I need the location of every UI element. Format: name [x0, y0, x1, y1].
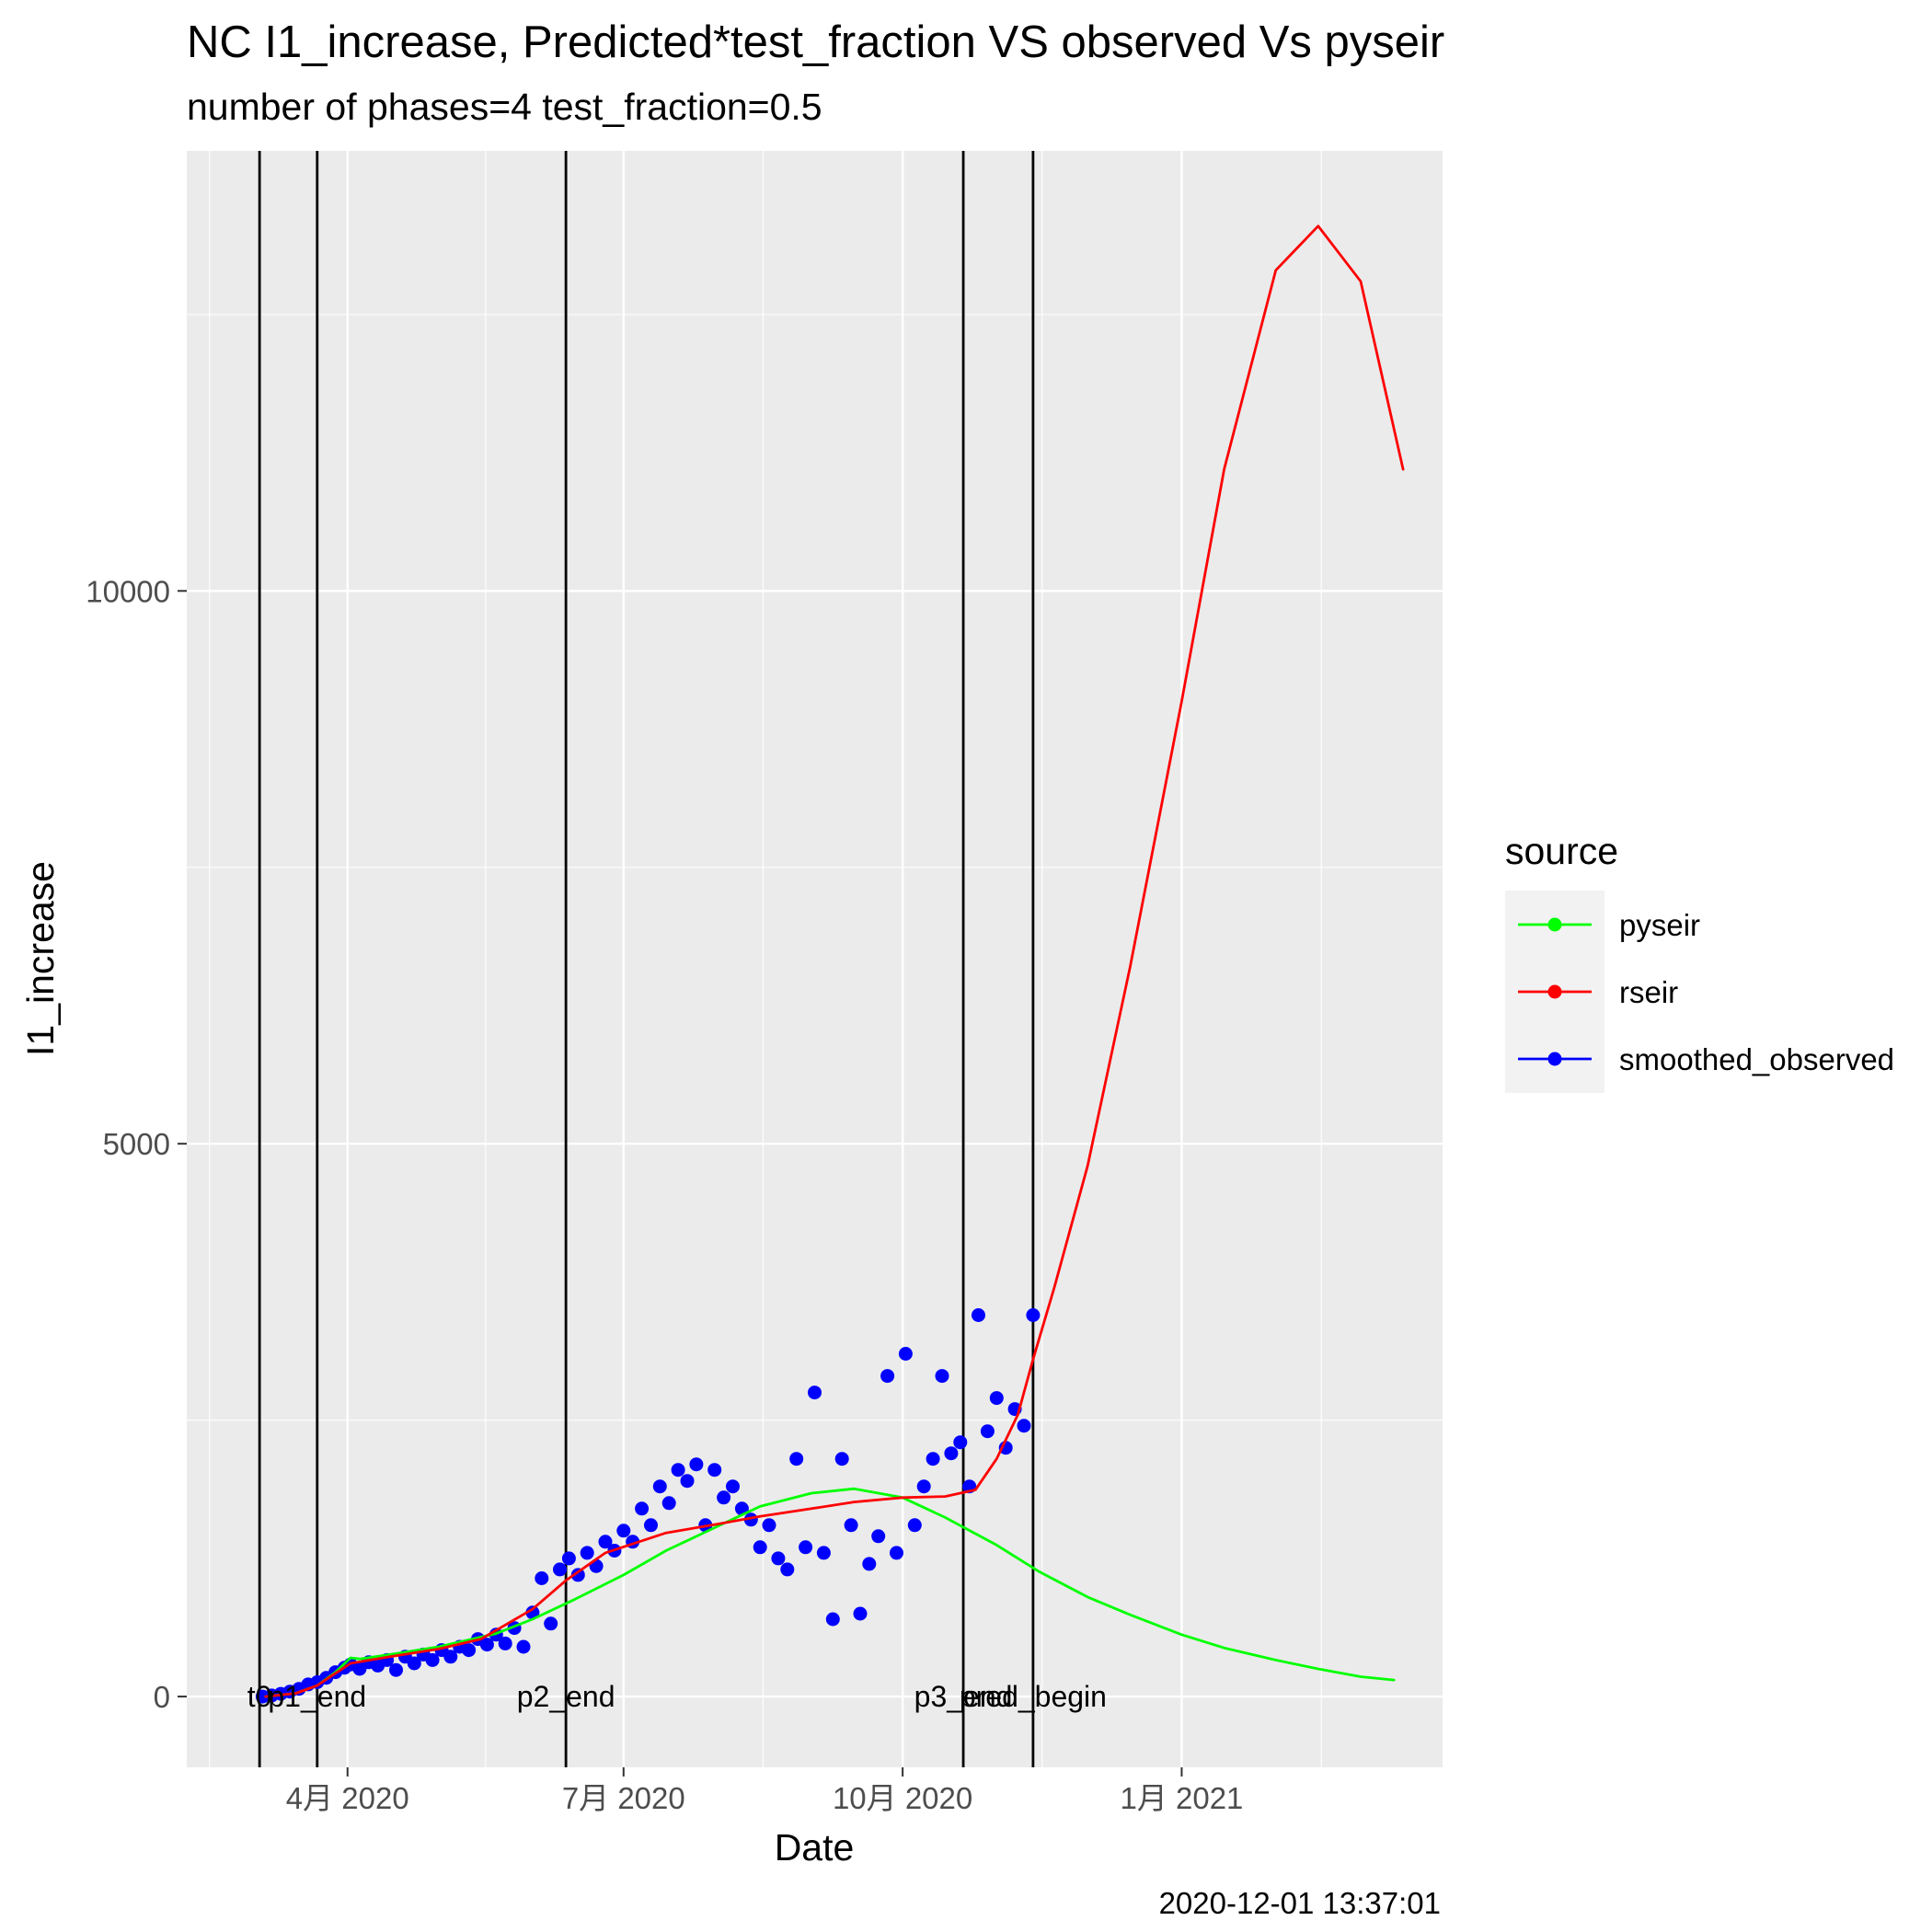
data-point [561, 1551, 576, 1566]
y-axis: 0 5000 10000 [86, 574, 187, 1714]
data-point [462, 1643, 477, 1658]
legend-key-point [1547, 984, 1562, 999]
data-point [389, 1662, 403, 1677]
data-point [808, 1386, 822, 1400]
data-point [661, 1496, 676, 1511]
phase-label-pred-begin: pred_begin [960, 1680, 1107, 1713]
data-point [799, 1540, 813, 1555]
data-point [644, 1518, 658, 1533]
data-point [616, 1524, 631, 1538]
legend-key-point [1547, 917, 1562, 932]
data-point [1017, 1419, 1031, 1433]
chart-title: NC I1_increase, Predicted*test_fraction … [187, 17, 1444, 67]
data-point [671, 1463, 685, 1478]
data-point [635, 1501, 650, 1516]
series-smoothed-observed [255, 1308, 1041, 1704]
phase-lines [258, 151, 1035, 1767]
y-tick-label: 5000 [103, 1127, 170, 1161]
series-line-pyseir [264, 1487, 1396, 1698]
data-point [544, 1616, 558, 1631]
data-point [652, 1479, 667, 1494]
data-point [907, 1518, 922, 1533]
data-point [834, 1452, 849, 1466]
legend: source pyseir rseir smoothed_observed [1505, 830, 1894, 1093]
phase-label-p1-end: p1_end [268, 1680, 366, 1713]
data-point [825, 1612, 840, 1627]
x-tick-label: 1月 2021 [1120, 1781, 1243, 1815]
legend-entry-rseir: rseir [1518, 975, 1678, 1009]
series-layer [255, 224, 1405, 1704]
data-point [553, 1562, 567, 1577]
data-point [689, 1457, 704, 1472]
series-pyseir [264, 1487, 1396, 1698]
data-point [898, 1347, 913, 1361]
x-axis: 4月 2020 7月 2020 10月 2020 1月 2021 [286, 1767, 1243, 1815]
y-tick-label: 10000 [86, 574, 170, 608]
data-point [780, 1562, 795, 1577]
data-point [762, 1518, 776, 1533]
data-point [926, 1452, 940, 1466]
data-point [871, 1529, 886, 1544]
data-point [771, 1551, 786, 1566]
x-tick-label: 10月 2020 [833, 1781, 972, 1815]
data-point [890, 1546, 903, 1560]
data-point [717, 1490, 731, 1505]
legend-label: pyseir [1619, 908, 1700, 942]
chart-subtitle: number of phases=4 test_fraction=0.5 [187, 86, 822, 128]
series-line-rseir [264, 224, 1405, 1698]
data-point [726, 1479, 740, 1494]
y-tick-label: 0 [154, 1680, 170, 1714]
data-point [443, 1650, 458, 1664]
legend-entry-pyseir: pyseir [1518, 908, 1700, 942]
data-point [580, 1546, 594, 1560]
data-point [707, 1463, 722, 1478]
phase-label-t0: t0 [247, 1680, 272, 1713]
legend-key-point [1547, 1052, 1562, 1066]
data-point [972, 1308, 985, 1322]
data-point [753, 1540, 767, 1555]
series-rseir [264, 224, 1405, 1698]
x-axis-title: Date [775, 1826, 855, 1869]
data-point [1026, 1308, 1041, 1322]
data-point [535, 1571, 549, 1585]
data-point [425, 1652, 440, 1667]
data-point [944, 1446, 959, 1461]
data-point [862, 1557, 877, 1571]
data-point [789, 1452, 804, 1466]
legend-label: smoothed_observed [1619, 1042, 1894, 1076]
legend-label: rseir [1619, 975, 1678, 1009]
x-tick-label: 4月 2020 [286, 1781, 409, 1815]
data-point [816, 1546, 831, 1560]
data-point [916, 1479, 931, 1494]
y-axis-title: I1_increase [19, 861, 62, 1056]
data-point [880, 1369, 895, 1384]
data-point [525, 1605, 540, 1620]
data-point [989, 1391, 1004, 1406]
data-point [570, 1568, 585, 1582]
data-point [980, 1424, 995, 1439]
plot-panel [187, 151, 1443, 1767]
data-point [953, 1435, 968, 1450]
data-point [407, 1656, 421, 1671]
data-point [935, 1369, 949, 1384]
data-point [498, 1636, 512, 1650]
data-point [680, 1474, 695, 1489]
legend-title: source [1505, 830, 1618, 872]
phase-label-p3-end: p3_end [914, 1680, 1013, 1713]
chart-caption: 2020-12-01 13:37:01 [1159, 1886, 1441, 1920]
data-point [853, 1606, 868, 1621]
data-point [598, 1535, 613, 1549]
legend-entry-smoothed-observed: smoothed_observed [1518, 1042, 1894, 1076]
data-point [516, 1639, 531, 1654]
x-tick-label: 7月 2020 [562, 1781, 685, 1815]
data-point [844, 1518, 858, 1533]
data-point [479, 1638, 494, 1652]
phase-label-p2-end: p2_end [517, 1680, 615, 1713]
